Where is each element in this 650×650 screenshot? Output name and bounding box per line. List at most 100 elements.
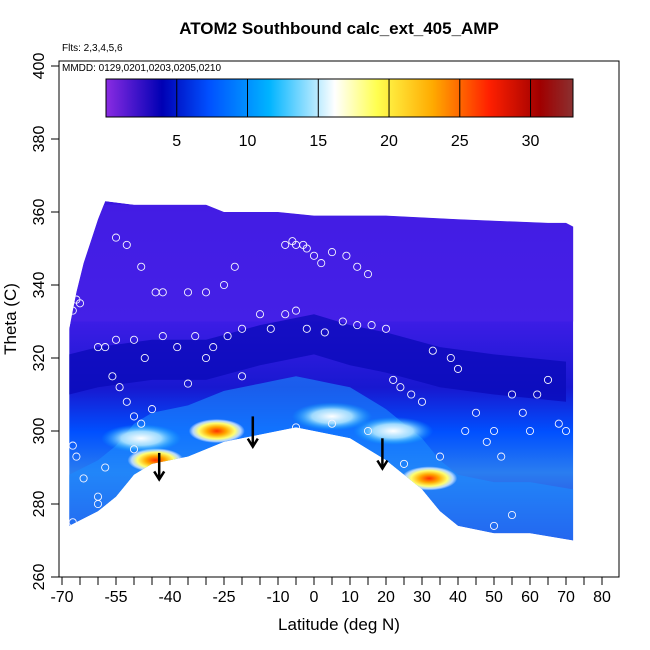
sample-point (381, 324, 391, 333)
sample-point (147, 405, 157, 414)
y-tick-label: 300 (31, 418, 48, 445)
sample-point (327, 248, 337, 257)
y-axis-label: Theta (C) (1, 283, 20, 355)
sample-point (158, 332, 167, 341)
sample-point (317, 259, 326, 268)
sample-point (291, 306, 301, 315)
lower-band (69, 376, 574, 541)
colorbar-tick-label: 10 (239, 133, 257, 150)
sample-point (338, 317, 347, 326)
sample-point (122, 397, 131, 406)
x-tick-label: 20 (377, 589, 395, 606)
tropopause-band (69, 314, 566, 402)
sample-point (255, 310, 265, 319)
chart-title: ATOM2 Southbound calc_ext_405_AMP (179, 19, 499, 38)
sample-point (428, 346, 437, 355)
x-tick-label: 70 (557, 589, 575, 606)
sample-point (75, 299, 85, 308)
sample-point (129, 335, 139, 344)
sample-point (543, 375, 553, 384)
sample-point (137, 419, 146, 428)
sample-point (453, 364, 463, 373)
sample-point (407, 390, 416, 399)
x-tick-label: 40 (449, 589, 467, 606)
sample-point (281, 310, 290, 319)
sample-point (201, 353, 211, 363)
sample-point (219, 280, 229, 290)
colorbar: 5 10 15 20 25 30 (105, 78, 574, 150)
sample-point (201, 452, 211, 461)
sample-point (101, 463, 110, 472)
sample-point (533, 390, 542, 399)
y-tick-label: 400 (31, 53, 48, 80)
sample-point (137, 262, 146, 271)
y-tick-label: 360 (31, 199, 48, 226)
y-tick-label: 260 (31, 564, 48, 591)
x-tick-label: -70 (50, 589, 73, 606)
sample-point (554, 419, 563, 428)
x-tick-label: -55 (104, 589, 127, 606)
dates-note: MMDD: 0129,0201,0203,0205,0210 (62, 63, 221, 74)
sample-point (327, 419, 337, 428)
x-tick-label: 80 (593, 589, 611, 606)
sample-points (69, 233, 571, 530)
sample-point (389, 375, 398, 384)
x-tick-label: 10 (341, 589, 359, 606)
heatmap-field (69, 201, 574, 541)
colorbar-gradient (105, 78, 574, 118)
colorbar-tick-label: 30 (522, 133, 540, 150)
sample-point (461, 426, 470, 436)
sample-point (320, 328, 329, 337)
sample-point (101, 343, 110, 352)
x-tick-label: -40 (158, 589, 181, 606)
sample-point (399, 459, 409, 468)
high-value-spot (292, 402, 372, 431)
sample-point (140, 353, 149, 363)
x-tick-label: 0 (310, 589, 319, 606)
sample-point (417, 397, 427, 406)
colorbar-tick-label: 5 (172, 133, 181, 150)
arrow-head (376, 459, 389, 471)
sample-point (446, 353, 455, 363)
x-tick-label: -25 (212, 589, 235, 606)
sample-point (489, 521, 499, 530)
x-axis-label: Latitude (deg N) (278, 615, 400, 634)
sample-point (173, 343, 182, 352)
sample-point (72, 452, 81, 461)
sample-point (507, 390, 517, 399)
sample-point (223, 332, 232, 341)
x-tick-label: 60 (521, 589, 539, 606)
plot-frame (58, 60, 620, 578)
sample-point (129, 445, 139, 454)
sample-point (367, 321, 376, 330)
y-tick-label: 320 (31, 345, 48, 372)
sample-point (363, 270, 373, 279)
sample-point (93, 499, 103, 509)
sample-point (111, 233, 121, 242)
sample-point (281, 240, 290, 249)
y-axis: 260 280 300 320 340 360 380 400 (31, 53, 59, 591)
sample-point (183, 379, 193, 388)
y-tick-label: 340 (31, 272, 48, 299)
sample-point (489, 426, 499, 436)
sample-point (302, 244, 311, 253)
plot-area (69, 201, 574, 541)
high-value-spot (101, 424, 182, 453)
y-tick-label: 380 (31, 126, 48, 153)
sample-point (342, 251, 351, 260)
sample-point (183, 288, 193, 297)
high-value-spot (401, 466, 458, 491)
sample-point (237, 324, 247, 333)
sample-point (435, 452, 445, 461)
sample-point (309, 251, 319, 260)
sample-point (302, 324, 311, 333)
sample-point (507, 510, 517, 520)
arrow-head (153, 470, 166, 482)
sample-point (129, 412, 139, 421)
sample-point (266, 324, 275, 333)
sample-point (353, 321, 362, 330)
sample-point (79, 474, 88, 483)
sample-point (69, 441, 77, 450)
sample-point (201, 288, 211, 297)
sample-point (482, 437, 491, 446)
